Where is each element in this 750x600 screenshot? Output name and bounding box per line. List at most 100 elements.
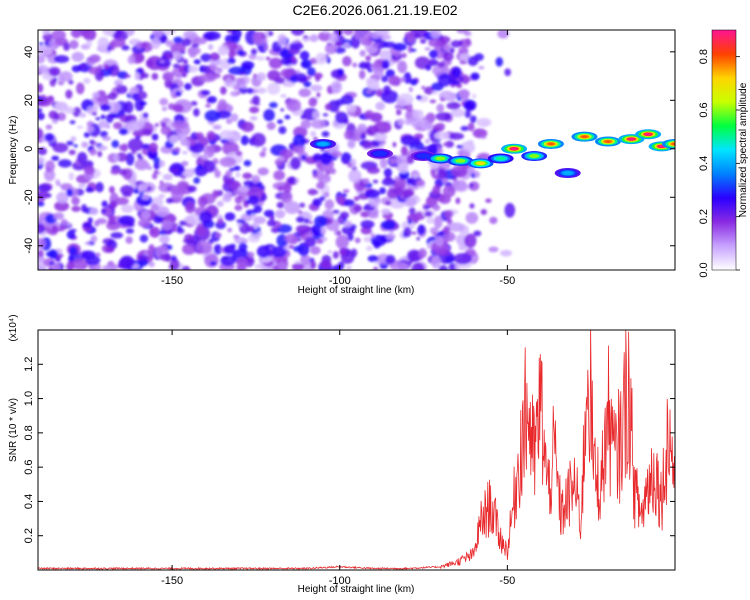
heatmap-noise-blob xyxy=(276,201,285,209)
heatmap-noise-blob xyxy=(153,215,164,224)
heatmap-noise-blob xyxy=(367,255,379,263)
heatmap-noise-blob xyxy=(184,83,192,91)
heatmap-noise-blob xyxy=(393,187,404,195)
heatmap-noise-blob xyxy=(125,30,135,36)
heatmap-noise-blob xyxy=(116,83,121,88)
heatmap-noise-blob xyxy=(172,63,181,69)
heatmap-noise-blob xyxy=(351,133,362,142)
heatmap-noise-blob xyxy=(450,40,462,48)
heatmap-noise-blob xyxy=(485,198,492,203)
heatmap-noise-blob xyxy=(48,110,59,120)
heatmap-noise-blob xyxy=(68,79,74,85)
colorbar-tick-label: 0.0 xyxy=(698,262,710,277)
heatmap-noise-blob xyxy=(172,104,184,113)
heatmap-noise-blob xyxy=(217,216,224,225)
snr-y-tick-label: 1.2 xyxy=(23,357,35,372)
heatmap-noise-blob xyxy=(250,48,258,55)
heatmap-noise-blob xyxy=(200,154,210,160)
heatmap-noise-blob xyxy=(478,66,485,70)
heatmap-noise-blob xyxy=(66,261,74,270)
heatmap-noise-blob xyxy=(432,185,441,195)
heatmap-noise-blob xyxy=(400,145,408,156)
heatmap-noise-blob xyxy=(101,200,108,208)
heatmap-noise-blob xyxy=(70,258,89,270)
heatmap-noise-blob xyxy=(318,31,332,42)
heatmap-noise-blob xyxy=(446,101,461,110)
heatmap-noise-blob xyxy=(89,54,101,63)
heatmap-noise-blob xyxy=(105,246,115,253)
heatmap-noise-blob xyxy=(430,30,441,39)
heatmap-noise-blob xyxy=(153,156,161,165)
heatmap-noise-blob xyxy=(256,55,265,61)
colorbar-tick-label: 0.2 xyxy=(698,209,710,224)
heatmap-noise-blob xyxy=(488,246,499,253)
heatmap-noise-blob xyxy=(467,122,475,132)
heatmap-signal xyxy=(309,129,675,179)
heatmap-noise-blob xyxy=(358,69,366,80)
heatmap-noise-blob xyxy=(139,101,147,106)
heatmap-noise-blob xyxy=(51,155,60,161)
heatmap-frame xyxy=(37,29,676,271)
heatmap-noise-blob xyxy=(303,35,309,39)
heatmap-noise-blob xyxy=(119,255,135,269)
heatmap-noise-blob xyxy=(150,203,159,212)
heatmap-noise-blob xyxy=(436,103,445,113)
heatmap-noise-blob xyxy=(415,179,425,187)
heatmap-noise-blob xyxy=(313,72,323,79)
heatmap-noise-blob xyxy=(342,56,352,67)
heatmap-noise-blob xyxy=(204,253,219,268)
heatmap-noise-blob xyxy=(431,256,441,269)
heatmap-noise-blob xyxy=(464,233,477,248)
heatmap-noise-blob xyxy=(254,264,262,270)
heatmap-noise-blob xyxy=(280,94,287,98)
heatmap-noise-blob xyxy=(72,161,86,171)
heatmap-noise-blob xyxy=(292,134,306,149)
heatmap-noise-blob xyxy=(463,30,470,37)
heatmap-noise-blob xyxy=(193,177,201,184)
snr-x-axis: -150 -100 -50 xyxy=(161,330,515,587)
heatmap-noise-blob xyxy=(443,142,449,147)
heatmap-noise-blob xyxy=(238,195,243,201)
heatmap-noise-blob xyxy=(431,91,438,95)
heatmap-noise-blob xyxy=(83,166,96,175)
heatmap-noise-blob xyxy=(250,213,257,219)
heatmap-noise-blob xyxy=(66,140,74,146)
heatmap-noise-blob xyxy=(316,92,321,98)
heatmap-noise-blob xyxy=(173,36,183,44)
heatmap-noise-blob xyxy=(196,249,203,254)
colorbar-gradient xyxy=(711,29,737,271)
heatmap-noise-blob xyxy=(251,132,266,147)
heatmap-noise-blob xyxy=(299,202,306,208)
heatmap-noise-blob xyxy=(215,232,222,238)
heatmap-noise-blob xyxy=(253,216,267,225)
heatmap-noise-blob xyxy=(500,249,513,257)
heatmap-noise-blob xyxy=(71,196,80,206)
heatmap-noise-blob xyxy=(238,242,248,252)
heatmap-noise-blob xyxy=(195,208,202,215)
heatmap-noise-blob xyxy=(111,140,120,148)
heatmap-noise-blob xyxy=(105,113,114,124)
heatmap-noise-blob xyxy=(447,222,465,232)
heatmap-noise-blob xyxy=(394,176,400,181)
heatmap-noise-blob xyxy=(266,122,276,130)
heatmap-noise-blob xyxy=(190,170,195,176)
heatmap-noise-blob xyxy=(38,201,45,207)
heatmap-noise-blob xyxy=(249,115,258,121)
heatmap-noise-blob xyxy=(397,60,408,74)
heatmap-noise-blob xyxy=(348,169,362,183)
heatmap-noise-blob xyxy=(198,73,217,83)
heatmap-noise-blob xyxy=(184,233,194,241)
heatmap-noise-blob xyxy=(430,241,448,255)
heatmap-noise-blob xyxy=(69,228,77,233)
heatmap-noise-blob xyxy=(328,32,339,43)
heatmap-noise-blob xyxy=(191,43,199,48)
heatmap-noise-blob xyxy=(38,108,43,113)
heatmap-noise-blob xyxy=(69,246,78,256)
heatmap-noise-blob xyxy=(54,201,70,212)
heatmap-noise-blob xyxy=(360,226,372,235)
heatmap-noise-blob xyxy=(42,32,53,42)
heatmap-signal-blob xyxy=(457,159,464,163)
heatmap-noise-blob xyxy=(297,229,306,237)
heatmap-noise-blob xyxy=(444,255,455,264)
